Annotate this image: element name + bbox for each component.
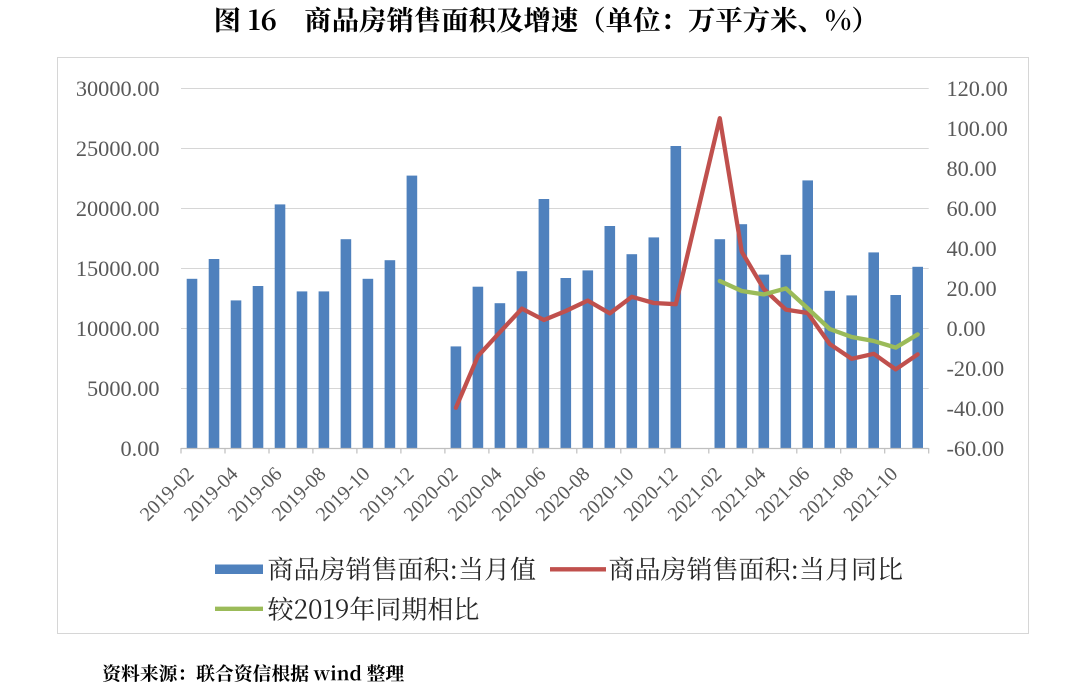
svg-text:-60.00: -60.00 [947, 436, 1005, 461]
svg-text:0.00: 0.00 [947, 316, 986, 341]
svg-text:100.00: 100.00 [947, 116, 1008, 141]
svg-text:20000.00: 20000.00 [76, 196, 160, 221]
svg-text:30000.00: 30000.00 [76, 76, 160, 101]
svg-text:15000.00: 15000.00 [76, 256, 160, 281]
svg-text:5000.00: 5000.00 [87, 376, 159, 401]
svg-text:-20.00: -20.00 [947, 356, 1005, 381]
svg-text:-40.00: -40.00 [947, 396, 1005, 421]
svg-text:25000.00: 25000.00 [76, 136, 160, 161]
svg-text:0.00: 0.00 [120, 436, 159, 461]
svg-text:60.00: 60.00 [947, 196, 997, 221]
svg-text:80.00: 80.00 [947, 156, 997, 181]
svg-text:10000.00: 10000.00 [76, 316, 160, 341]
svg-text:120.00: 120.00 [947, 76, 1008, 101]
svg-text:20.00: 20.00 [947, 276, 997, 301]
svg-text:40.00: 40.00 [947, 236, 997, 261]
